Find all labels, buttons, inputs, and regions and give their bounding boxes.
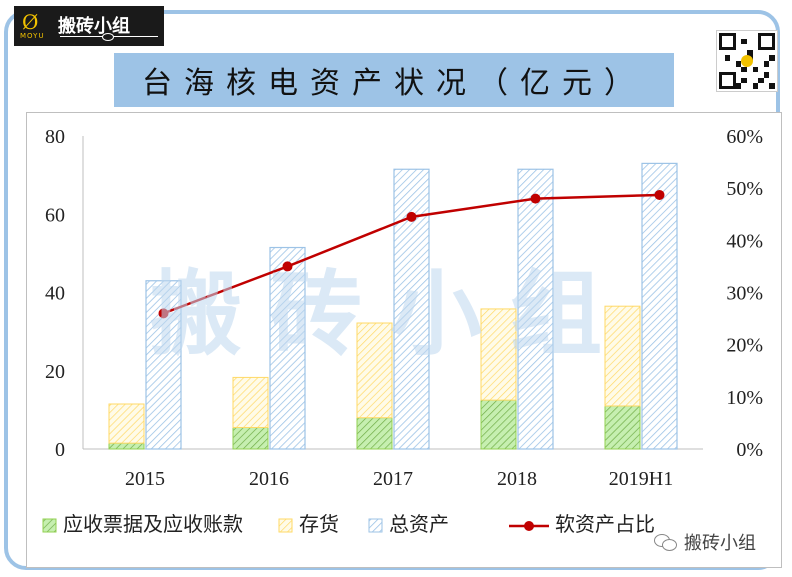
bar-receivables [604, 405, 641, 450]
line-point-soft-asset-ratio [158, 308, 169, 319]
qr-cell [769, 55, 775, 61]
chart-title: 台海核电资产状况（亿元） [142, 66, 646, 101]
qr-cell [735, 83, 742, 89]
legend-label: 总资产 [389, 512, 449, 536]
qr-cell [752, 83, 759, 89]
bar-inventory [356, 322, 393, 419]
y-right-tick-label: 60% [726, 126, 763, 148]
wechat-icon [654, 532, 678, 552]
bar-receivables [480, 399, 517, 450]
y-left-tick-label: 40 [45, 283, 65, 305]
x-tick-label: 2015 [125, 468, 165, 490]
line-point-soft-asset-ratio [406, 211, 417, 222]
legend-label: 软资产占比 [555, 512, 655, 536]
legend-label: 存货 [299, 512, 339, 536]
qr-cell [758, 77, 764, 84]
chart-area: 0 20 40 60 80 0% 10% 20% 30% 40% 50% 60% 2015 2016 201… [26, 112, 782, 568]
logo-eye-icon [102, 33, 114, 41]
legend-label: 应收票据及应收账款 [63, 512, 243, 536]
qr-cell [724, 55, 731, 61]
qr-code-icon [716, 30, 778, 92]
bar-receivables [356, 417, 393, 450]
qr-cell [719, 72, 736, 89]
chart-title-box: 台海核电资产状况（亿元） [114, 53, 674, 107]
line-point-soft-asset-ratio [530, 193, 541, 204]
y-right-tick-label: 30% [726, 283, 763, 305]
bar-inventory [480, 308, 517, 401]
wechat-label: 搬砖小组 [684, 533, 756, 554]
qr-cell [719, 33, 736, 50]
bar-total-assets [393, 168, 430, 450]
y-right-tick-label: 40% [726, 230, 763, 252]
y-left-tick-label: 0 [55, 439, 65, 461]
legend-swatch [42, 518, 57, 533]
qr-cell [769, 83, 775, 89]
qr-cell [752, 66, 759, 73]
line-point-soft-asset-ratio [282, 261, 293, 272]
bar-receivables [232, 426, 269, 450]
logo-name: 搬砖小组 [58, 16, 130, 37]
bar-receivables [108, 442, 145, 450]
bar-inventory [604, 305, 641, 407]
y-right-tick-label: 10% [726, 387, 763, 409]
legend-line-marker [524, 521, 534, 531]
logo-mark-icon: Ø [22, 10, 39, 34]
chart-svg: 0 20 40 60 80 0% 10% 20% 30% 40% 50% 60% 2015 2016 201… [42, 126, 763, 536]
y-right-tick-label: 0% [736, 439, 763, 461]
legend-swatch [278, 518, 293, 533]
qr-cell [747, 49, 753, 56]
y-left-tick-label: 60 [45, 204, 65, 226]
bar-inventory [108, 403, 145, 444]
x-tick-label: 2019H1 [609, 468, 673, 490]
bar-total-assets [269, 246, 306, 450]
y-right-tick-label: 50% [726, 178, 763, 200]
x-tick-label: 2017 [373, 468, 413, 490]
y-left-tick-label: 80 [45, 126, 65, 148]
qr-cell [758, 33, 775, 50]
bar-total-assets [641, 162, 678, 450]
bar-inventory [232, 376, 269, 428]
qr-cell [763, 61, 770, 67]
qr-cell [763, 72, 770, 78]
line-point-soft-asset-ratio [654, 189, 665, 200]
y-right-tick-label: 20% [726, 335, 763, 357]
bar-total-assets [517, 168, 554, 450]
qr-cell [741, 77, 747, 84]
wechat-badge: 搬砖小组 [654, 528, 756, 556]
legend-swatch [368, 518, 383, 533]
qr-cell [741, 66, 747, 73]
qr-cell [741, 38, 747, 45]
brand-logo: Ø MOYU 搬砖小组 [14, 6, 164, 46]
logo-subtext: MOYU [20, 32, 45, 40]
x-tick-label: 2018 [497, 468, 537, 490]
y-left-tick-label: 20 [45, 361, 65, 383]
qr-center-logo-icon [741, 55, 753, 67]
x-tick-label: 2016 [249, 468, 289, 490]
bar-total-assets [145, 280, 182, 450]
qr-cell [735, 61, 742, 67]
